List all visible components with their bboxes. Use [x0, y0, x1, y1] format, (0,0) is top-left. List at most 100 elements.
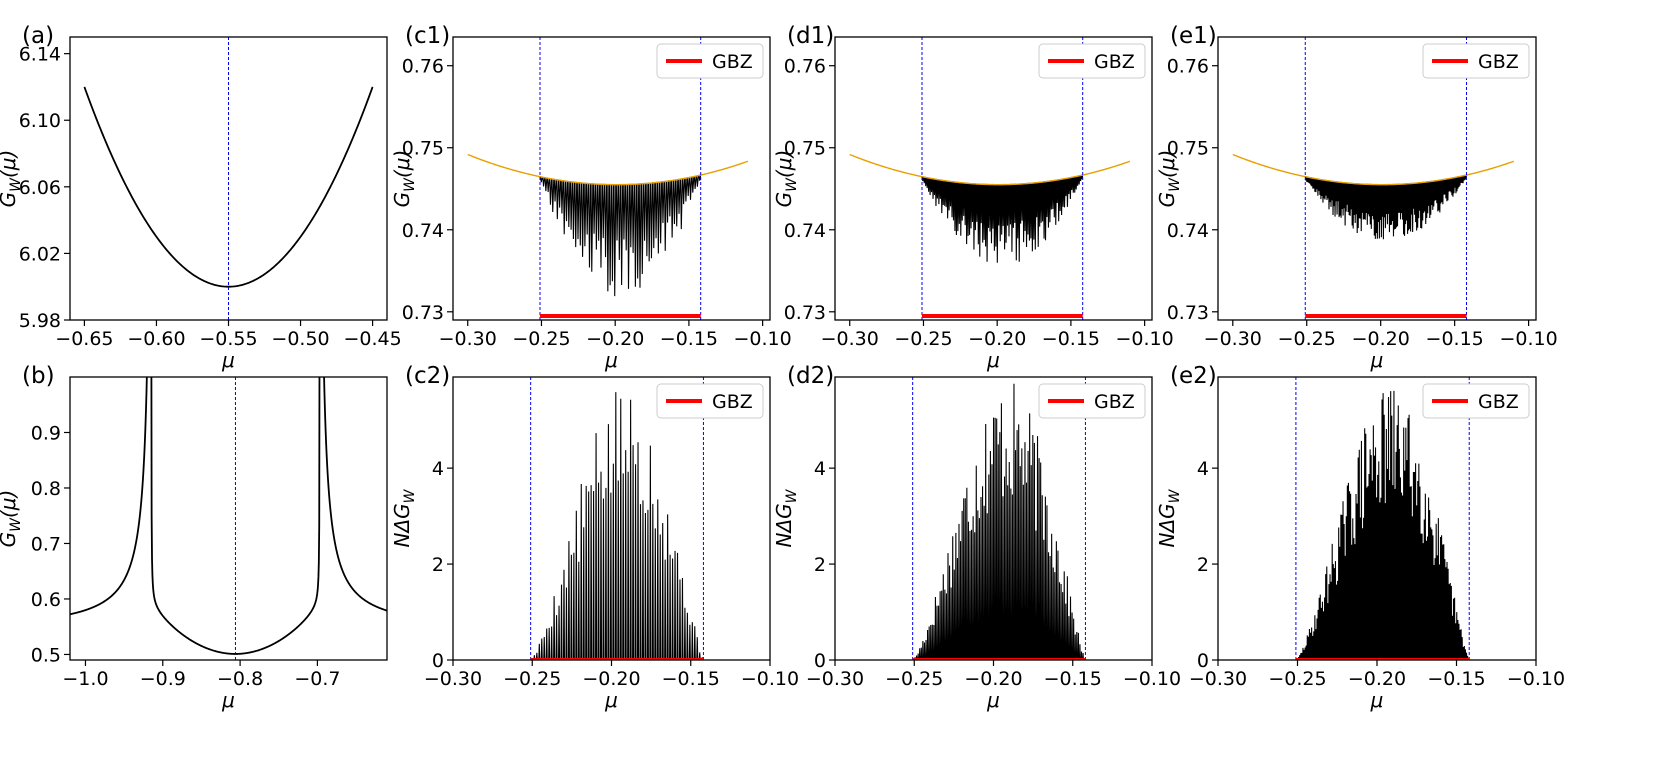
y-tick-label: 0.7 [31, 533, 61, 555]
spectrum-spikes [1218, 390, 1536, 660]
panel-label: (d1) [787, 23, 834, 49]
y-axis-label: GW(μ) [0, 490, 24, 548]
y-tick-label: 0.75 [402, 138, 444, 160]
x-tick-label: −0.25 [503, 668, 561, 690]
axes-frame [69, 376, 388, 661]
envelope-curve [849, 153, 1131, 186]
x-tick-label: −0.50 [271, 328, 329, 350]
axes-frame [452, 36, 771, 321]
x-tick-label: −0.10 [741, 668, 799, 690]
y-tick-label: 0.76 [1167, 56, 1209, 78]
y-tick-label: 6.02 [19, 243, 61, 265]
x-tick-label: −0.10 [1507, 668, 1565, 690]
y-tick-label: 0.5 [31, 644, 61, 666]
plot-area [835, 377, 1152, 660]
x-tick-label: −0.65 [55, 328, 113, 350]
plot-area [70, 377, 387, 660]
y-axis-label-main: G [0, 192, 20, 208]
y-tick-label: 0.8 [31, 478, 61, 500]
y-tick-label: 2 [1197, 554, 1209, 576]
panel-label: (e2) [1170, 363, 1217, 389]
x-tick-label: −0.30 [439, 328, 497, 350]
x-tick-label: −0.20 [1352, 328, 1410, 350]
legend-label: GBZ [1094, 391, 1135, 413]
plot-area [1218, 377, 1536, 660]
legend: GBZ [1038, 383, 1146, 419]
panel-label: (c1) [405, 23, 450, 49]
x-tick-label: −0.20 [586, 328, 644, 350]
x-tick-label: −0.15 [1426, 328, 1484, 350]
y-tick-label: 0.9 [31, 422, 61, 444]
y-tick-label: 6.06 [19, 177, 61, 199]
x-tick-label: −0.20 [964, 668, 1022, 690]
panel-label: (d2) [787, 363, 834, 389]
y-tick-label: 0.6 [31, 589, 61, 611]
x-tick-label: −0.15 [1042, 328, 1100, 350]
y-axis-label: NΔGW [772, 488, 800, 547]
x-tick-label: −0.9 [140, 668, 186, 690]
y-axis-label-tail: (μ) [390, 150, 414, 178]
y-axis-label-tail: (μ) [0, 150, 20, 178]
spectrum-fringe [539, 174, 702, 297]
legend: GBZ [1038, 43, 1146, 79]
y-tick-label: 0.74 [402, 220, 444, 242]
x-axis-label: μ [221, 348, 235, 372]
x-tick-label: −0.15 [1427, 668, 1485, 690]
x-tick-label: −0.7 [294, 668, 340, 690]
y-tick-label: 0.74 [784, 220, 826, 242]
y-tick-label: 0.73 [402, 302, 444, 324]
x-tick-label: −0.20 [968, 328, 1026, 350]
x-tick-label: −0.25 [894, 328, 952, 350]
y-axis-label-sub: W [784, 177, 800, 192]
x-tick-label: −0.55 [199, 328, 257, 350]
legend: GBZ [1422, 43, 1530, 79]
x-tick-label: −0.20 [582, 668, 640, 690]
x-tick-label: −0.45 [343, 328, 401, 350]
panel-c1: −0.30 −0.25 −0.20 −0.15 −0.10 0.73 0.74 0.75 0.7… [390, 23, 792, 372]
legend-box [1038, 383, 1146, 419]
data-curve [83, 86, 374, 288]
y-axis-label-tail: (μ) [0, 490, 20, 518]
x-tick-label: −0.15 [660, 328, 718, 350]
y-tick-label: 0.75 [1167, 138, 1209, 160]
y-axis-label-main: G [1155, 192, 1179, 208]
x-tick-label: −0.10 [1499, 328, 1557, 350]
y-axis-label-sub: W [784, 488, 800, 503]
x-tick-label: −0.8 [217, 668, 263, 690]
y-axis-label: GW(μ) [772, 150, 800, 208]
y-tick-label: 0.75 [784, 138, 826, 160]
legend-box [656, 383, 764, 419]
x-axis-label: μ [604, 688, 618, 712]
y-axis-label-sub: W [402, 177, 418, 192]
spectrum-spikes [835, 383, 1152, 660]
panel-d1: −0.30 −0.25 −0.20 −0.15 −0.10 0.73 0.74 0.75 0.7… [772, 23, 1174, 372]
x-tick-label: −0.60 [127, 328, 185, 350]
y-axis-label-sub: W [1167, 488, 1183, 503]
y-tick-label: 0.74 [1167, 220, 1209, 242]
y-axis-label-sub: W [8, 517, 24, 532]
plot-area [467, 37, 749, 320]
y-tick-label: 0.73 [1167, 302, 1209, 324]
axes-frame [1217, 36, 1537, 321]
x-tick-label: −0.10 [1123, 668, 1181, 690]
y-tick-label: 2 [432, 554, 444, 576]
x-tick-label: −0.15 [662, 668, 720, 690]
legend-box [1038, 43, 1146, 79]
spectrum-fringe [921, 174, 1084, 263]
spectrum-spikes [453, 392, 770, 660]
envelope-curve [467, 153, 749, 186]
panel-label: (a) [22, 23, 54, 49]
y-axis-label-tail: (μ) [772, 150, 796, 178]
plot-area [83, 37, 374, 320]
y-axis-label: NΔGW [1155, 488, 1183, 547]
x-axis-label: μ [1370, 688, 1384, 712]
axes-frame [834, 36, 1153, 321]
x-tick-label: −0.25 [885, 668, 943, 690]
legend: GBZ [656, 43, 764, 79]
x-tick-label: −1.0 [62, 668, 108, 690]
x-tick-label: −0.20 [1348, 668, 1406, 690]
x-tick-label: −0.30 [1204, 328, 1262, 350]
legend: GBZ [656, 383, 764, 419]
